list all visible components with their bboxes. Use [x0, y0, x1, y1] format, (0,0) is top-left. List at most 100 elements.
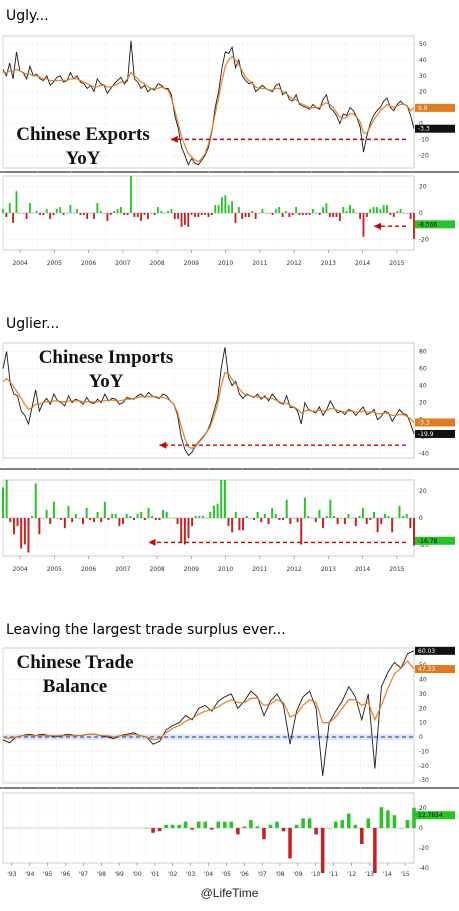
diff-bar	[154, 518, 157, 521]
diff-bar	[42, 518, 45, 519]
x-tick-label: 2008	[149, 566, 164, 573]
diff-bar	[116, 209, 119, 213]
diff-bar	[396, 211, 399, 213]
diff-bar	[271, 507, 274, 518]
diff-bar	[203, 821, 208, 828]
diff-bar	[340, 820, 345, 828]
diff-bar	[140, 213, 143, 221]
diff-bar	[260, 518, 263, 523]
diff-bar	[369, 518, 372, 521]
diff-bar	[183, 821, 188, 828]
diff-bar	[366, 818, 371, 828]
diff-bar	[5, 480, 8, 518]
y-tick-label: 30	[419, 73, 427, 80]
diff-bar	[405, 513, 408, 518]
diff-bar	[49, 213, 52, 219]
diff-bar	[169, 518, 172, 519]
diff-bar	[392, 213, 395, 217]
diff-bar	[176, 518, 179, 525]
value-tag-label: -3.3	[418, 419, 430, 426]
diff-bar	[86, 213, 89, 219]
diff-bar	[376, 518, 379, 533]
y-tick-label: 20	[419, 89, 427, 96]
diff-bar	[338, 213, 341, 221]
diff-bar	[413, 518, 415, 546]
diff-bar	[22, 213, 25, 214]
diff-bar	[180, 518, 183, 543]
diff-bar	[96, 511, 99, 518]
x-tick-label: '95	[43, 871, 52, 878]
x-tick-label: 2013	[321, 260, 336, 267]
diff-bar	[163, 213, 166, 214]
diff-bar	[256, 511, 259, 518]
diff-bar	[346, 813, 351, 828]
diff-bar	[282, 518, 285, 521]
diff-bar	[187, 213, 190, 227]
diff-bar	[158, 518, 161, 521]
diff-bar	[23, 518, 26, 545]
diff-bar	[42, 213, 45, 215]
diff-bar	[409, 213, 412, 219]
diff-bar	[352, 209, 355, 213]
diff-bar	[118, 518, 121, 527]
x-tick-label: 2009	[184, 566, 199, 573]
diff-bar	[32, 213, 35, 214]
diff-bar	[343, 518, 346, 525]
diff-bar	[383, 513, 386, 518]
y-tick-label: 30	[419, 691, 427, 698]
diff-bar	[355, 213, 358, 214]
diff-bar	[93, 213, 95, 219]
y-tick-label: -20	[419, 763, 429, 770]
diff-bar	[15, 191, 18, 213]
diff-bar	[210, 213, 213, 215]
diff-bar	[170, 209, 173, 213]
diff-bar	[248, 213, 250, 217]
diff-bar	[202, 515, 205, 518]
diff-bar	[100, 518, 103, 523]
y-tick-label: 20	[419, 705, 427, 712]
diff-bar	[129, 515, 132, 518]
diff-bar	[295, 207, 298, 213]
diff-bar	[96, 203, 99, 213]
diff-bar	[333, 821, 338, 828]
y-tick-label: 60	[419, 366, 427, 373]
bar-value-tag-box	[415, 220, 455, 229]
y-tick-label: -20	[419, 542, 429, 549]
x-tick-label: 2005	[47, 566, 62, 573]
reference-arrow-head	[170, 135, 178, 143]
diff-bar	[394, 518, 397, 519]
value-tag-label: 60.03	[418, 648, 435, 655]
x-tick-label: '03	[186, 871, 195, 878]
diff-bar	[318, 213, 321, 215]
x-tick-label: 2004	[12, 260, 27, 267]
diff-bar	[216, 821, 221, 828]
bars-reference-arrow-head	[148, 538, 156, 546]
diff-bar	[271, 213, 274, 215]
diff-bar	[221, 197, 223, 213]
diff-bar	[150, 213, 153, 214]
series-line-smoothed	[2, 372, 415, 450]
diff-bar	[307, 818, 312, 828]
diff-bar	[241, 213, 244, 219]
diff-bar	[314, 518, 317, 523]
trade-balance-chart: 6050403020100-10-20-30200-20-40'93'94'95…	[0, 643, 459, 883]
diff-bar	[114, 513, 117, 518]
value-tag-box	[415, 429, 455, 438]
diff-bar	[325, 203, 328, 213]
x-tick-label: 2012	[286, 260, 301, 267]
value-tag-box	[415, 646, 455, 655]
diff-bar	[109, 213, 112, 215]
diff-bar	[311, 518, 314, 519]
value-tag-box	[415, 665, 455, 674]
diff-bar	[31, 515, 34, 518]
diff-bar	[164, 824, 168, 828]
diff-bar	[329, 499, 332, 518]
y-tick-label: 20	[419, 488, 427, 495]
diff-bar	[190, 828, 194, 830]
diff-bar	[198, 515, 201, 518]
diff-bar	[353, 824, 358, 828]
exports-chart-svg: 50 40 30 2010 0 -10 -20 20 0 -20 2004 2005 2006 2007 2…	[0, 35, 459, 267]
diff-bar	[242, 518, 245, 531]
diff-bar	[107, 518, 110, 521]
diff-bar	[382, 205, 385, 213]
